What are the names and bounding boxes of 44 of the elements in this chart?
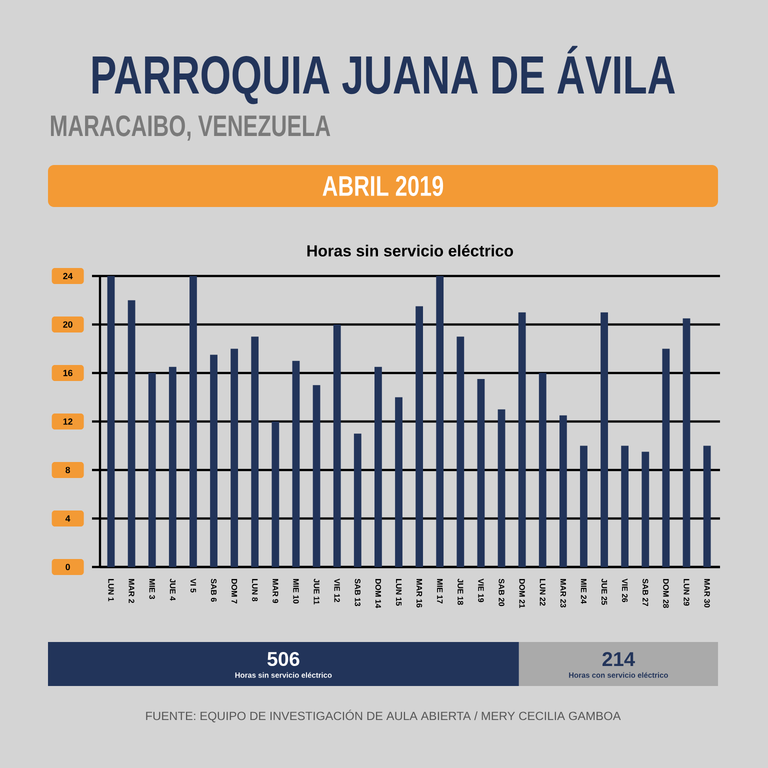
y-tick-label: 0 bbox=[66, 564, 70, 570]
bar bbox=[580, 446, 588, 567]
y-tick-label: 16 bbox=[63, 370, 72, 376]
bar bbox=[538, 372, 546, 567]
bar bbox=[498, 409, 506, 567]
bar bbox=[148, 372, 156, 567]
text: ABRIL 2019 bbox=[322, 176, 444, 196]
bar bbox=[436, 276, 444, 567]
data-label: 506 bbox=[267, 652, 300, 666]
text: MARACAIBO, VENEZUELA bbox=[50, 115, 330, 141]
y-tick-label: 12 bbox=[63, 418, 72, 425]
bar bbox=[128, 300, 136, 567]
bar bbox=[168, 366, 176, 567]
bar bbox=[662, 348, 670, 567]
bar bbox=[374, 366, 382, 567]
bar bbox=[210, 354, 218, 567]
bar bbox=[416, 306, 424, 567]
bar bbox=[682, 318, 690, 567]
y-tick-label: 4 bbox=[65, 515, 70, 522]
bar bbox=[333, 324, 341, 567]
bar bbox=[477, 379, 485, 567]
bar bbox=[251, 336, 259, 567]
y-tick-label: 20 bbox=[63, 321, 72, 328]
bar bbox=[354, 434, 362, 567]
bar bbox=[272, 421, 280, 567]
y-tick-label: 8 bbox=[66, 466, 70, 474]
bar bbox=[621, 446, 629, 567]
bar bbox=[312, 385, 320, 567]
bar bbox=[703, 446, 711, 567]
text: PARROQUIA JUANA DE ÁVILA bbox=[92, 46, 675, 104]
bar bbox=[292, 360, 300, 567]
bar bbox=[395, 397, 402, 567]
bar bbox=[642, 452, 650, 567]
bar bbox=[107, 276, 115, 567]
bar bbox=[518, 312, 526, 567]
bar bbox=[190, 276, 197, 567]
y-tick-label: 24 bbox=[63, 272, 73, 280]
chart-title: Horas sin servicio eléctrico bbox=[307, 244, 514, 256]
bar bbox=[230, 348, 238, 567]
bar bbox=[456, 336, 464, 567]
data-label: 214 bbox=[602, 652, 635, 666]
source-note: FUENTE: EQUIPO DE INVESTIGACIÓN DE AULA ABIERTA / MERY CECILIA GAMBOA bbox=[146, 710, 621, 722]
bar bbox=[559, 415, 567, 567]
bar bbox=[600, 312, 608, 567]
